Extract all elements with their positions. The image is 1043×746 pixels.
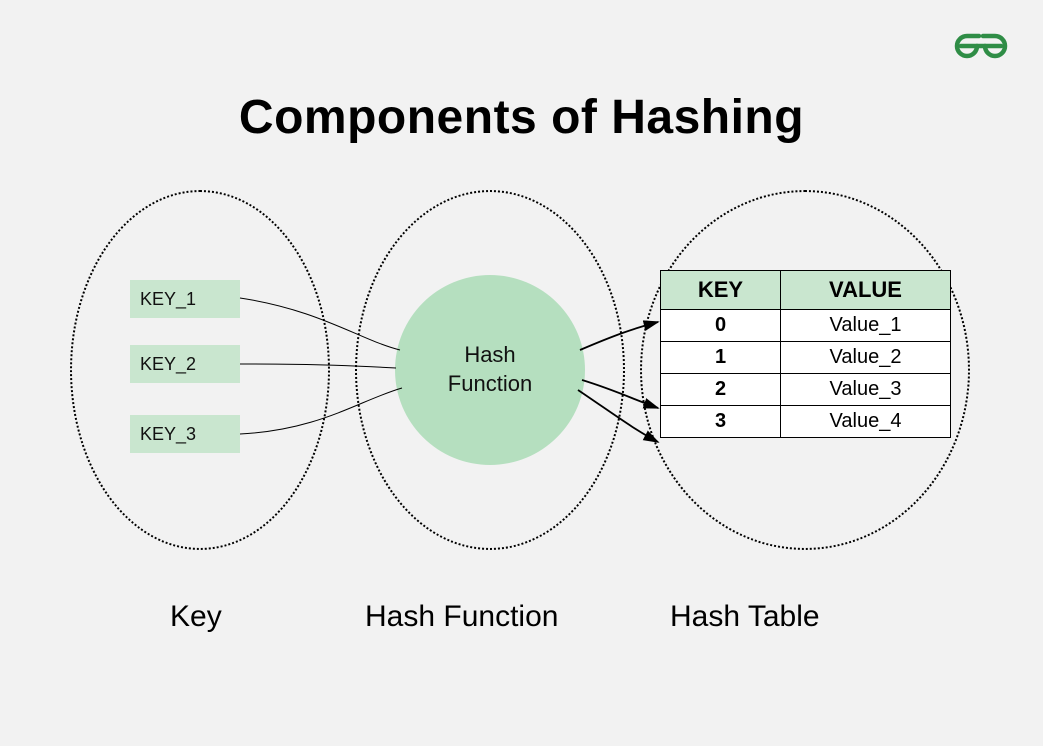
table-cell-value: Value_3: [781, 374, 951, 406]
key-box-1: KEY_1: [130, 280, 240, 318]
label-hash-table: Hash Table: [670, 600, 820, 634]
table-cell-key: 0: [661, 310, 781, 342]
hash-function-line1: Hash: [464, 342, 515, 367]
table-row: 0 Value_1: [661, 310, 951, 342]
label-hash-function: Hash Function: [365, 600, 558, 634]
key-box-2: KEY_2: [130, 345, 240, 383]
table-cell-value: Value_2: [781, 342, 951, 374]
label-key: Key: [170, 600, 222, 634]
diagram-stage: KEY_1 KEY_2 KEY_3 Hash Function KEY VALU…: [60, 190, 980, 570]
key-box-3: KEY_3: [130, 415, 240, 453]
table-cell-key: 3: [661, 406, 781, 438]
page-title: Components of Hashing: [0, 90, 1043, 145]
hash-table: KEY VALUE 0 Value_1 1 Value_2 2 Value_3 …: [660, 270, 951, 438]
table-cell-value: Value_1: [781, 310, 951, 342]
hash-function-line2: Function: [448, 371, 532, 396]
table-row: 2 Value_3: [661, 374, 951, 406]
table-cell-key: 2: [661, 374, 781, 406]
hash-function-circle: Hash Function: [395, 275, 585, 465]
table-header-row: KEY VALUE: [661, 271, 951, 310]
table-row: 1 Value_2: [661, 342, 951, 374]
table-row: 3 Value_4: [661, 406, 951, 438]
gg-logo: [953, 28, 1009, 64]
geeksforgeeks-icon: [953, 28, 1009, 64]
table-header-key: KEY: [661, 271, 781, 310]
table-cell-key: 1: [661, 342, 781, 374]
table-header-value: VALUE: [781, 271, 951, 310]
table-cell-value: Value_4: [781, 406, 951, 438]
